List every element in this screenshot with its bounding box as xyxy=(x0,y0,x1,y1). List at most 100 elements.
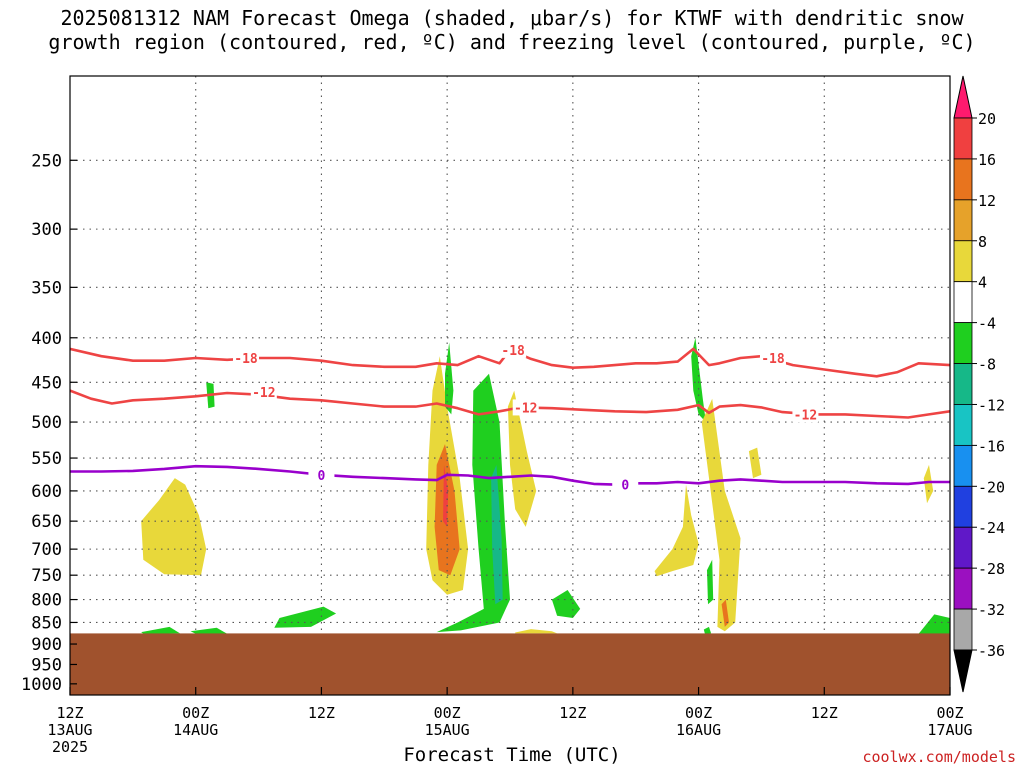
colorbar-band--8 xyxy=(953,322,973,364)
colorbar-band--4 xyxy=(953,281,973,324)
contour-label-bg xyxy=(512,399,539,416)
colorbar-band-12 xyxy=(953,158,973,201)
y-tick-label-950: 950 xyxy=(31,655,62,675)
credit-link[interactable]: coolwx.com/models xyxy=(862,748,1016,766)
x-tick-date-84: 17AUG xyxy=(927,721,972,739)
y-tick-label-800: 800 xyxy=(31,591,62,611)
contour-lines: -18 -18 -18 -12 -12 -12 0 0 xyxy=(70,341,950,494)
omega-region-10 xyxy=(551,590,581,618)
plot-background xyxy=(70,76,950,695)
colorbar-label--16: -16 xyxy=(978,437,1005,455)
omega-region-0 xyxy=(141,478,207,576)
omega-region-7 xyxy=(491,464,503,605)
contour-line-0 xyxy=(70,464,950,486)
contour-label-bg xyxy=(612,476,639,493)
x-tick-label-60: 00Z xyxy=(685,704,712,722)
x-tick-date-60: 16AUG xyxy=(676,721,721,739)
contour-label-bg xyxy=(759,350,786,367)
contour-label-bg xyxy=(233,350,259,367)
colorbar: 20 16 12 8 4 -4 -8 -12 -16 -20 -24 -28 -32 -36 xyxy=(953,75,1005,693)
omega-region-16 xyxy=(748,447,762,479)
colorbar-label-20: 20 xyxy=(978,110,996,128)
x-tick-date-36: 15AUG xyxy=(425,721,470,739)
omega-region-9 xyxy=(515,629,558,634)
x-tick-year-0: 2025 xyxy=(52,738,88,756)
contour-label--12: -12 xyxy=(252,386,275,401)
terrain-fill xyxy=(70,633,950,695)
colorbar-label--32: -32 xyxy=(978,601,1005,619)
y-tick-label-900: 900 xyxy=(31,635,62,655)
y-tick-label-1000: 1000 xyxy=(21,675,62,695)
omega-region-18 xyxy=(274,606,337,628)
omega-region-6 xyxy=(436,373,510,633)
chart-title-line2: growth region (contoured, red, ºC) and f… xyxy=(48,30,976,54)
contour-label-0: 0 xyxy=(621,479,629,494)
colorbar-band-8 xyxy=(953,199,973,242)
x-tick-label-36: 00Z xyxy=(434,704,461,722)
contour-label--12: -12 xyxy=(514,401,537,416)
colorbar-label--12: -12 xyxy=(978,396,1005,414)
contour-label--18: -18 xyxy=(234,352,258,367)
x-tick-label-84: 00Z xyxy=(936,704,963,722)
contour-label--12: -12 xyxy=(794,408,817,423)
colorbar-band--28 xyxy=(953,526,973,569)
y-tick-label-250: 250 xyxy=(31,151,62,171)
contour-label-bg xyxy=(792,406,819,423)
contour-label--18: -18 xyxy=(761,352,785,367)
y-tick-label-600: 600 xyxy=(31,482,62,502)
y-tick-label-550: 550 xyxy=(31,449,62,469)
contour-label-bg xyxy=(250,384,277,401)
colorbar-top-arrow xyxy=(953,75,973,119)
y-tick-label-750: 750 xyxy=(31,566,62,586)
colorbar-label--24: -24 xyxy=(978,519,1005,537)
omega-region-21 xyxy=(703,626,712,634)
omega-region-15 xyxy=(721,599,729,627)
colorbar-label--8: -8 xyxy=(978,356,996,374)
colorbar-label-8: 8 xyxy=(978,233,987,251)
omega-region-8 xyxy=(507,390,537,527)
x-tick-label-72: 12Z xyxy=(811,704,838,722)
colorbar-band-16 xyxy=(953,117,973,160)
colorbar-band--20 xyxy=(953,444,973,487)
contour-label--18: -18 xyxy=(501,344,525,359)
x-tick-date-12: 14AUG xyxy=(173,721,218,739)
colorbar-label--28: -28 xyxy=(978,560,1005,578)
omega-region-22 xyxy=(918,614,950,634)
contour-label-0: 0 xyxy=(318,469,326,484)
x-tick-date-0: 13AUG xyxy=(47,721,92,739)
omega-region-12 xyxy=(691,337,706,423)
omega-region-5 xyxy=(445,342,454,415)
y-tick-label-700: 700 xyxy=(31,540,62,560)
colorbar-label--36: -36 xyxy=(978,642,1005,660)
chart-title: 2025081312 NAM Forecast Omega (shaded, μ… xyxy=(0,6,1024,54)
colorbar-band--24 xyxy=(953,485,973,528)
y-tick-label-350: 350 xyxy=(31,278,62,298)
y-tick-label-650: 650 xyxy=(31,512,62,532)
x-tick-label-48: 12Z xyxy=(559,704,586,722)
omega-region-17 xyxy=(923,464,934,504)
omega-region-4 xyxy=(443,464,449,527)
colorbar-label-12: 12 xyxy=(978,192,996,210)
omega-region-20 xyxy=(190,627,228,634)
colorbar-band-4 xyxy=(953,240,973,283)
omega-region-14 xyxy=(701,398,741,632)
omega-region-13 xyxy=(707,559,714,605)
contour-label-bg xyxy=(500,341,527,358)
x-tick-label-0: 12Z xyxy=(56,704,83,722)
colorbar-label-16: 16 xyxy=(978,151,996,169)
colorbar-bottom-arrow xyxy=(953,649,973,693)
colorbar-label-4: 4 xyxy=(978,274,987,292)
y-tick-label-850: 850 xyxy=(31,613,62,633)
y-tick-label-300: 300 xyxy=(31,220,62,240)
y-tick-label-450: 450 xyxy=(31,373,62,393)
contour-label-bg xyxy=(308,466,335,483)
x-axis-title: Forecast Time (UTC) xyxy=(403,744,621,766)
y-tick-label-400: 400 xyxy=(31,329,62,349)
colorbar-band--16 xyxy=(953,404,973,446)
x-tick-label-24: 12Z xyxy=(308,704,335,722)
colorbar-label--20: -20 xyxy=(978,478,1005,496)
colorbar-band--12 xyxy=(953,363,973,405)
omega-region-19 xyxy=(141,626,180,634)
